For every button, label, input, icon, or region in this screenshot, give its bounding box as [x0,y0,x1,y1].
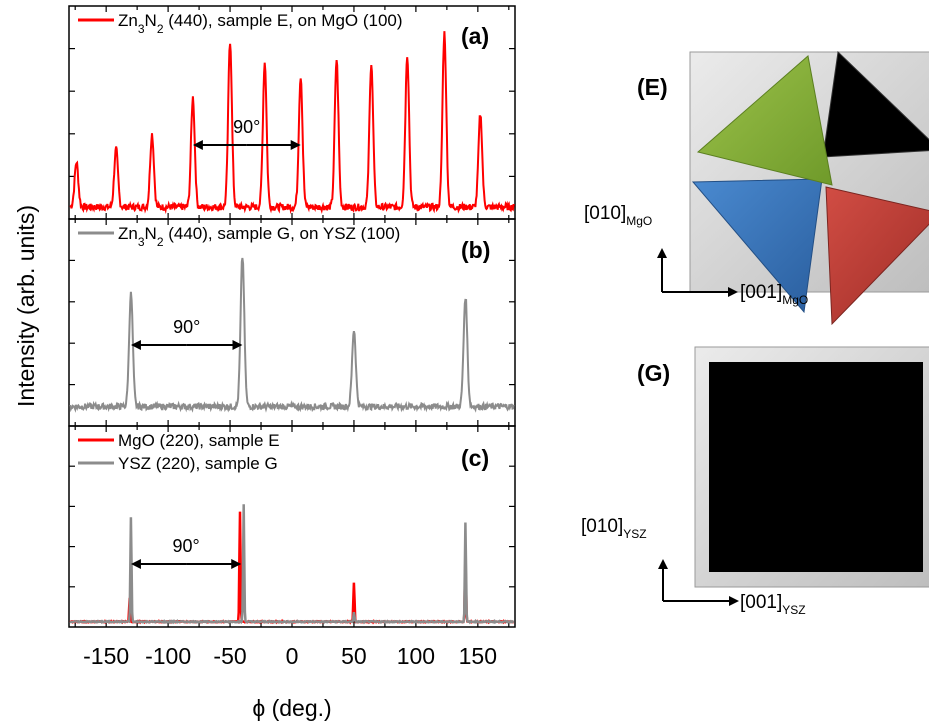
series-line [69,511,514,625]
x-tick-label: 100 [397,643,435,669]
angle-label: 90° [173,317,200,337]
inset-g: (G) [010]YSZ [001]YSZ [581,346,929,617]
blue-triangle [691,178,823,314]
x-tick-label: 150 [459,643,497,669]
y-axis-title: Intensity (arb. units) [13,205,39,407]
legend-a-text: Zn3N2 (440), sample E, on MgO (100) [118,11,403,36]
angle-label: 90° [172,536,199,556]
panel-label-a: (a) [461,23,489,49]
inset-g-label: (G) [637,360,670,386]
legend-b: Zn3N2 (440), sample G, on YSZ (100) [78,224,400,249]
x-axis-title: ϕ (deg.) [252,695,331,721]
panel-label-c: (c) [461,445,489,471]
legend-c: MgO (220), sample E YSZ (220), sample G [78,431,280,473]
inset-e-horizontal-dir: [001]MgO [740,282,808,307]
panel-b-data [69,257,515,413]
x-tick-label: 50 [341,643,367,669]
x-tick-label: 0 [286,643,299,669]
series-line [69,257,515,413]
panel-label-b: (b) [461,237,490,263]
inset-g-horizontal-dir: [001]YSZ [740,592,806,617]
panel-c-data [69,504,514,625]
inset-e: (E) [010]MgO [001]MgO [584,50,929,326]
black-triangle [822,50,929,158]
red-triangle [825,186,929,326]
legend-c1-text: MgO (220), sample E [118,431,280,450]
x-tick-label: -150 [83,643,129,669]
angle-label: 90° [233,117,260,137]
series-line [69,31,515,215]
green-triangle [696,55,833,186]
inset-g-film [709,362,923,572]
x-tick-labels: -150 -100 -50 0 50 100 150 [83,643,497,669]
axis-ticks [69,6,515,627]
inset-e-vertical-dir: [010]MgO [584,203,652,228]
legend-b-text: Zn3N2 (440), sample G, on YSZ (100) [118,224,400,249]
legend-a: Zn3N2 (440), sample E, on MgO (100) [78,11,403,36]
inset-g-vertical-dir: [010]YSZ [581,516,647,541]
x-tick-label: -50 [213,643,246,669]
legend-c2-text: YSZ (220), sample G [118,454,278,473]
panel-a-data [69,31,515,215]
inset-e-label: (E) [637,74,668,100]
series-line [69,504,514,625]
annotations: 90° 90° 90° [130,117,301,569]
x-tick-label: -100 [145,643,191,669]
